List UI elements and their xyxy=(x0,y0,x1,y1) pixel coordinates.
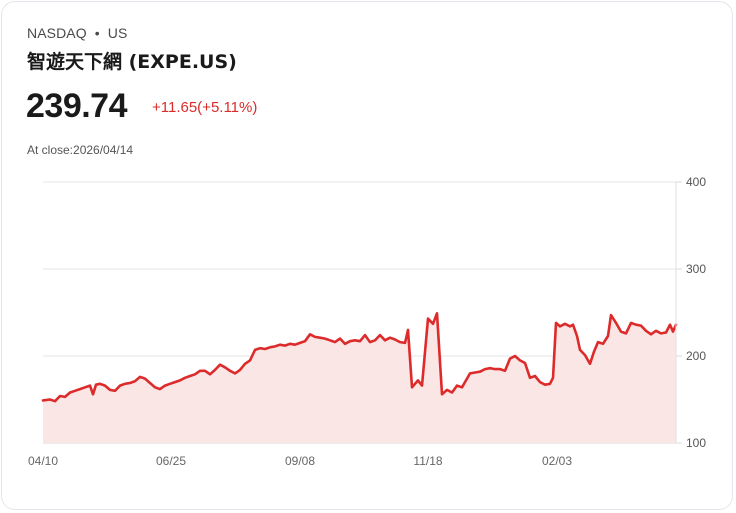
area-fill xyxy=(43,313,676,443)
y-tick-label: 200 xyxy=(686,349,706,363)
separator-dot: • xyxy=(94,25,100,41)
x-tick-label: 06/25 xyxy=(156,454,186,468)
stock-name: 智遊天下網 (EXPE.US) xyxy=(27,51,237,73)
x-tick-label: 09/08 xyxy=(285,454,315,468)
y-tick-label: 400 xyxy=(686,175,706,189)
x-tick-label: 04/10 xyxy=(28,454,58,468)
y-axis-ticks: 400 300 200 100 xyxy=(676,175,706,450)
x-axis-ticks: 04/10 06/25 09/08 11/18 02/03 xyxy=(28,454,572,468)
x-tick-label: 11/18 xyxy=(413,454,442,468)
y-tick-label: 300 xyxy=(686,262,706,276)
exchange-label: NASDAQ xyxy=(27,25,87,41)
exchange-line: NASDAQ • US xyxy=(27,25,127,41)
close-date: At close:2026/04/14 xyxy=(27,143,134,157)
y-tick-label: 100 xyxy=(686,436,706,450)
price-change: +11.65(+5.11%) xyxy=(152,99,258,116)
x-tick-label: 02/03 xyxy=(542,454,572,468)
market-label: US xyxy=(107,25,128,41)
price-line xyxy=(41,312,678,403)
current-price: 239.74 xyxy=(26,87,128,125)
